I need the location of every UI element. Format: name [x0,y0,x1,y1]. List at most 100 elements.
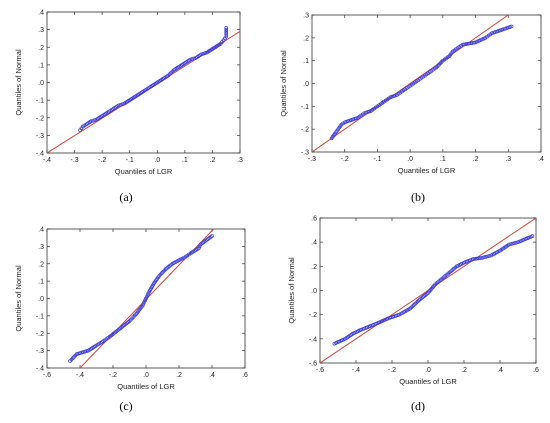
data-point [491,30,496,35]
data-point [508,242,513,246]
data-point [196,246,201,250]
x-tick-label: .0 [154,157,160,164]
data-point [349,118,354,122]
data-point [346,119,350,124]
y-tick-label: .2 [303,35,309,42]
x-axis-label: Quantiles of LGR [398,166,456,175]
data-point [390,94,394,99]
y-tick-label: .1 [38,62,44,69]
y-tick-label: .3 [38,27,44,34]
data-point [188,57,193,62]
y-tick-label: -.3 [36,348,44,355]
data-point [472,256,477,261]
x-tick-label: .0 [143,372,149,379]
y-tick-label: .2 [38,45,44,52]
x-axis-label: Quantiles of LGR [117,382,175,391]
y-tick-label: .4 [38,227,44,234]
plot-area [68,229,215,368]
y-tick-label: .2 [311,264,317,271]
data-point [512,241,517,245]
data-point [460,42,465,47]
data-point [120,102,125,107]
data-point [203,51,207,55]
x-tick-label: .0 [407,156,413,163]
data-point [364,110,368,115]
data-point [192,56,196,61]
x-tick-label: -.6 [316,367,324,374]
y-axis-label: Quantiles of Normal [14,49,23,116]
panel-caption: (d) [411,399,425,413]
data-point [462,42,466,47]
data-point [197,244,202,249]
qq-panel-1: -.4 -.3 -.2 -.1 .0 .1 .2 .3 .4 .3 .2 .1 .0 -.1 -.2 -.3 -… [14,10,243,205]
x-tick-label: .2 [461,367,467,374]
y-tick-label: -.2 [36,115,44,122]
y-tick-label: .4 [38,10,44,17]
x-tick-label: -.1 [126,157,134,164]
data-point [89,119,93,124]
y-tick-label: -.2 [309,312,317,319]
y-tick-label: -.2 [301,127,309,134]
x-tick-label: -.3 [70,157,78,164]
x-tick-label: .1 [182,157,188,164]
y-axis-label: Quantiles of Normal [14,265,23,332]
plot-area [320,218,536,363]
data-point [530,234,535,238]
y-tick-label: .3 [303,13,309,20]
data-point [472,40,476,45]
y-tick-label: -.4 [36,151,44,158]
data-point [487,254,492,258]
plot-area [47,26,240,153]
y-tick-label: -.3 [36,133,44,140]
data-point [480,256,484,260]
data-point [74,352,79,356]
data-point [490,31,494,36]
data-point [506,25,511,30]
data-point [146,291,151,296]
data-point [508,25,512,29]
data-point [199,52,204,57]
data-point [481,255,486,260]
x-tick-label: .2 [176,372,182,379]
data-point [471,257,475,261]
y-tick-label: -.4 [36,366,44,373]
data-point [83,349,87,354]
y-tick-label: .0 [38,296,44,303]
y-tick-label: -.6 [309,361,317,368]
x-tick-label: .4 [497,367,503,374]
y-axis-label: Quantiles of Normal [279,50,288,117]
data-point [510,241,515,246]
x-tick-label: .0 [425,367,431,374]
x-tick-label: -.2 [388,367,396,374]
y-tick-label: .0 [303,81,309,88]
data-point [81,350,86,354]
data-point [367,109,372,114]
data-point [504,26,509,30]
data-point [224,34,229,39]
x-tick-label: .6 [533,367,539,374]
data-point [84,349,89,353]
x-tick-label: -.4 [352,367,360,374]
y-tick-label: .6 [311,216,317,223]
data-point [485,254,490,259]
data-point [347,118,352,123]
data-point [142,300,147,304]
y-tick-label: .0 [38,80,44,87]
data-point [352,117,357,121]
qq-panel-2: -.3 -.2 -.1 .0 .1 .2 .3 .4 .3 .2 .1 .0 -.1 -.2 -.3 Quan… [279,13,544,205]
data-point [388,95,393,100]
x-tick-label: .3 [505,156,511,163]
data-point [224,29,229,34]
x-tick-label: .4 [209,372,215,379]
data-point [483,255,488,259]
x-tick-label: -.4 [76,372,84,379]
y-tick-label: -.2 [36,331,44,338]
data-point [467,41,471,46]
data-point [476,256,481,261]
x-axis-label: Quantiles of LGR [115,167,173,176]
panel-caption: (a) [119,190,132,204]
data-point [224,31,229,36]
data-point [354,116,359,121]
plot-frame [46,228,246,369]
